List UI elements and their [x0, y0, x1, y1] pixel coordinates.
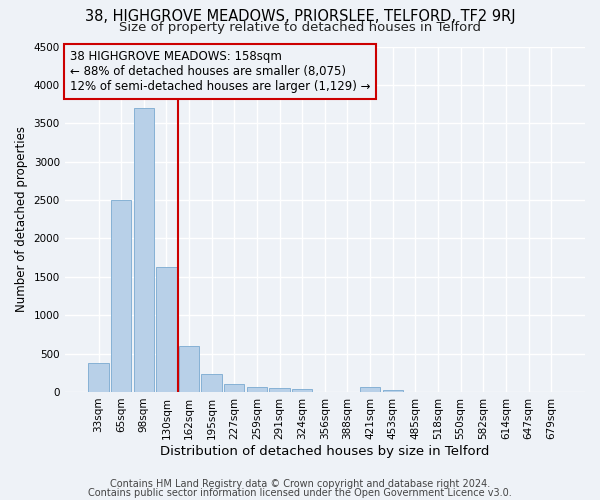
X-axis label: Distribution of detached houses by size in Telford: Distribution of detached houses by size … — [160, 444, 490, 458]
Text: 38, HIGHGROVE MEADOWS, PRIORSLEE, TELFORD, TF2 9RJ: 38, HIGHGROVE MEADOWS, PRIORSLEE, TELFOR… — [85, 9, 515, 24]
Text: Contains HM Land Registry data © Crown copyright and database right 2024.: Contains HM Land Registry data © Crown c… — [110, 479, 490, 489]
Bar — [360, 388, 380, 392]
Bar — [134, 108, 154, 392]
Bar — [292, 388, 313, 392]
Y-axis label: Number of detached properties: Number of detached properties — [15, 126, 28, 312]
Bar — [269, 388, 290, 392]
Bar — [88, 363, 109, 392]
Bar — [247, 388, 267, 392]
Bar — [179, 346, 199, 392]
Bar — [202, 374, 222, 392]
Text: Size of property relative to detached houses in Telford: Size of property relative to detached ho… — [119, 21, 481, 34]
Text: 38 HIGHGROVE MEADOWS: 158sqm
← 88% of detached houses are smaller (8,075)
12% of: 38 HIGHGROVE MEADOWS: 158sqm ← 88% of de… — [70, 50, 370, 93]
Bar — [383, 390, 403, 392]
Bar — [224, 384, 244, 392]
Text: Contains public sector information licensed under the Open Government Licence v3: Contains public sector information licen… — [88, 488, 512, 498]
Bar — [156, 267, 176, 392]
Bar — [111, 200, 131, 392]
